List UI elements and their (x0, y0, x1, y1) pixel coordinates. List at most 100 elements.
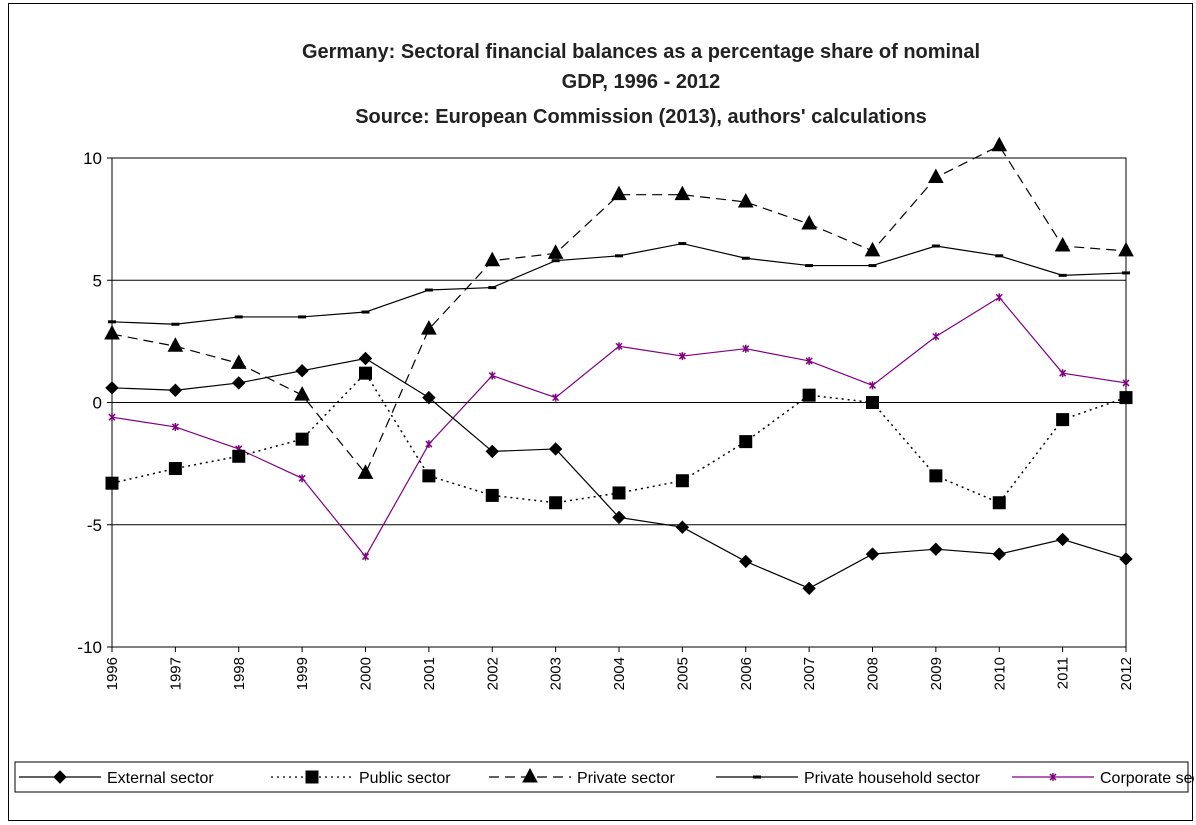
series-line-private-sector (111, 144, 1127, 475)
data-point-private-sector (737, 192, 754, 208)
data-point-public-sector (1056, 413, 1070, 427)
legend-marker-corporate-sector (1049, 773, 1057, 781)
legend-box (14, 761, 1189, 793)
legend: External sector Public sector Private sect… (14, 761, 1194, 793)
data-point-corporate-sector (805, 356, 813, 365)
data-point-public-sector (549, 496, 563, 510)
data-point-private-sector (801, 214, 817, 230)
y-tick-label: -10 (77, 638, 102, 657)
legend-label-corporate-sector: Corporate sector (1100, 770, 1194, 787)
x-tick-label: 2006 (738, 657, 755, 690)
chart-title-line-3: Source: European Commission (2013), auth… (355, 106, 927, 128)
data-point-corporate-sector (171, 422, 179, 431)
chart-frame: Germany: Sectoral financial balances as … (8, 3, 1194, 821)
data-point-public-sector (612, 486, 626, 500)
legend-marker-public-sector (305, 770, 319, 784)
data-point-external-sector (992, 547, 1006, 561)
x-tick-label: 1999 (294, 657, 311, 690)
x-tick-label: 1998 (231, 657, 248, 690)
chart-title: Germany: Sectoral financial balances as … (302, 41, 980, 128)
data-point-corporate-sector (868, 381, 877, 390)
data-point-corporate-sector (488, 371, 496, 380)
y-tick-label: 10 (83, 149, 102, 168)
data-point-private-sector (167, 337, 184, 352)
data-point-external-sector (105, 381, 119, 395)
series-line-public-sector (111, 371, 1127, 504)
x-tick-label: 2008 (865, 657, 882, 690)
data-point-corporate-sector (615, 342, 623, 351)
data-point-private-sector (294, 386, 310, 401)
data-point-public-sector (739, 435, 753, 449)
data-point-external-sector (168, 383, 183, 397)
x-tick-label: 2000 (358, 657, 375, 690)
line-chart: Germany: Sectoral financial balances as … (14, 41, 1194, 793)
data-point-private-sector (928, 168, 944, 184)
x-tick-label: 2004 (611, 657, 628, 690)
data-point-private-sector (421, 320, 437, 335)
data-point-private-sector (547, 244, 564, 259)
data-point-corporate-sector (932, 332, 940, 341)
legend-label-private-sector: Private sector (577, 770, 675, 787)
data-point-public-sector (295, 432, 309, 446)
x-tick-label: 2009 (928, 657, 945, 690)
data-point-external-sector (612, 510, 626, 525)
data-point-private-sector (357, 464, 374, 479)
data-point-public-sector (929, 469, 943, 483)
legend-label-private-household-sector: Private household sector (804, 770, 981, 787)
data-point-private-sector (864, 241, 881, 257)
x-tick-label: 2003 (548, 657, 565, 690)
data-point-corporate-sector (552, 393, 560, 402)
x-tick-label: 1996 (104, 657, 121, 690)
data-point-external-sector (422, 390, 436, 405)
x-tick-label: 2007 (801, 657, 818, 690)
data-point-private-sector (674, 185, 691, 201)
data-point-corporate-sector (1059, 369, 1067, 378)
x-tick-label: 2005 (674, 657, 691, 690)
data-point-public-sector (359, 366, 372, 380)
data-point-external-sector (929, 542, 943, 556)
data-point-public-sector (485, 488, 499, 502)
data-point-public-sector (1119, 391, 1133, 405)
data-point-external-sector (802, 581, 816, 596)
data-point-external-sector (295, 364, 309, 378)
data-point-external-sector (1055, 532, 1070, 547)
data-point-public-sector (802, 388, 816, 402)
data-point-public-sector (675, 474, 689, 488)
legend-label-public-sector: Public sector (359, 770, 451, 787)
legend-marker-private-sector (522, 767, 538, 783)
y-tick-label: -5 (87, 516, 102, 535)
data-point-public-sector (992, 496, 1006, 510)
data-point-corporate-sector (1122, 378, 1130, 387)
data-point-private-sector (104, 324, 120, 340)
data-point-public-sector (168, 462, 182, 476)
legend-label-external-sector: External sector (107, 770, 214, 787)
data-point-corporate-sector (298, 474, 306, 483)
data-point-external-sector (548, 442, 563, 456)
x-tick-label: 1997 (167, 657, 184, 690)
data-point-external-sector (1119, 552, 1133, 566)
data-point-external-sector (358, 351, 373, 366)
data-point-corporate-sector (678, 352, 686, 361)
x-tick-label: 2001 (421, 657, 438, 690)
data-point-private-sector (230, 354, 247, 369)
data-point-private-sector (1118, 241, 1134, 257)
chart-title-line-2: GDP, 1996 - 2012 (562, 71, 721, 93)
data-point-private-sector (991, 136, 1008, 152)
data-point-external-sector (739, 554, 753, 569)
data-point-external-sector (675, 520, 690, 534)
data-point-public-sector (866, 396, 879, 409)
data-point-external-sector (865, 547, 880, 561)
data-point-corporate-sector (742, 344, 750, 353)
legend-marker-external-sector (53, 770, 67, 784)
chart-title-line-1: Germany: Sectoral financial balances as … (302, 41, 980, 63)
x-tick-label: 2012 (1118, 657, 1135, 690)
series-line-external-sector (111, 357, 1127, 589)
y-tick-label: 5 (93, 271, 102, 290)
data-point-private-sector (611, 185, 627, 201)
data-point-external-sector (485, 444, 499, 459)
data-point-public-sector (105, 476, 119, 490)
x-tick-label: 2011 (1055, 657, 1072, 689)
data-point-external-sector (232, 376, 246, 390)
data-point-public-sector (422, 469, 436, 483)
data-point-private-sector (484, 251, 501, 267)
